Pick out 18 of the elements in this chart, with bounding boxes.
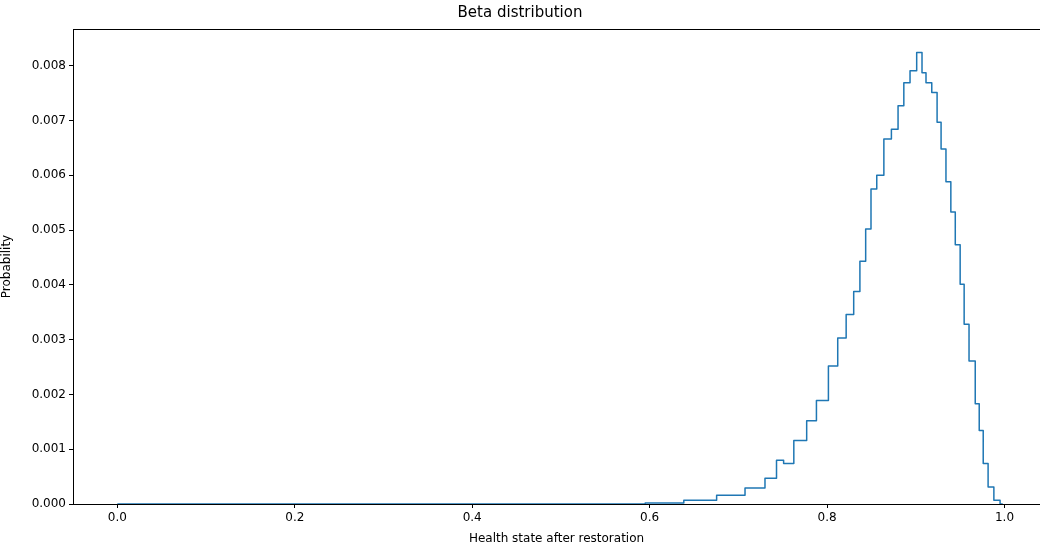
y-tick-label: 0.006 [31,167,66,182]
y-tick-label: 0.005 [31,222,66,237]
y-tick-label: 0.002 [31,386,66,401]
x-axis-title: Health state after restoration [468,530,645,545]
chart-title: Beta distribution [457,2,583,21]
y-tick-label: 0.004 [31,276,66,291]
x-tick-label: 0.2 [285,510,305,525]
x-tick-label: 1.0 [994,510,1015,525]
x-tick-label: 0.0 [107,510,127,525]
x-tick-label: 0.8 [817,510,837,525]
x-tick-label: 0.6 [640,510,660,525]
y-tick-label: 0.003 [31,331,66,346]
y-tick-label: 0.000 [31,496,66,511]
y-axis-title: Probability [0,234,14,299]
x-tick-label: 0.4 [462,510,482,525]
y-tick-label: 0.008 [31,57,66,72]
y-tick-label: 0.007 [31,112,66,127]
y-tick-label: 0.001 [31,441,66,456]
